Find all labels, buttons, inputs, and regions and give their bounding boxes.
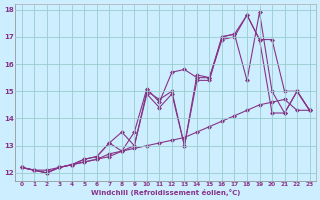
X-axis label: Windchill (Refroidissement éolien,°C): Windchill (Refroidissement éolien,°C) [91, 189, 240, 196]
